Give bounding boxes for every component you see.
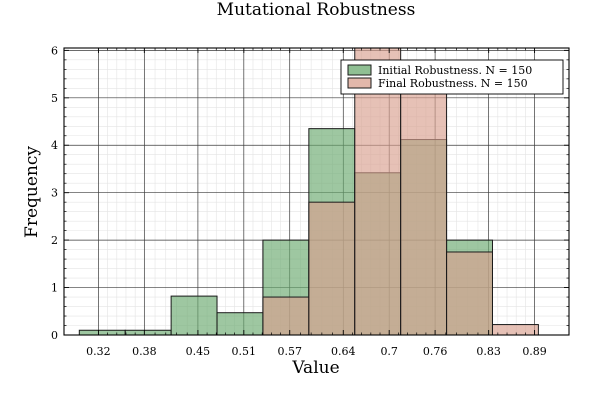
bar-final [262, 296, 310, 336]
y-axis-label: Frequency [22, 146, 42, 238]
legend-box [340, 59, 564, 95]
legend-swatch-initial [347, 64, 372, 76]
bar-initial [78, 329, 126, 336]
x-tick-label: 0.32 [86, 345, 111, 358]
plot-frame [63, 47, 570, 336]
y-tick-label: 2 [51, 234, 58, 247]
chart-title: Mutational Robustness [217, 0, 416, 20]
x-axis-label: Value [291, 358, 339, 378]
legend-label-initial: Initial Robustness. N = 150 [378, 64, 532, 77]
x-tick-label: 0.7 [380, 345, 398, 358]
x-tick-label: 0.64 [331, 345, 356, 358]
y-tick-label: 3 [51, 187, 58, 200]
x-tick-label: 0.89 [522, 345, 547, 358]
bar-initial [124, 329, 172, 336]
x-tick-label: 0.45 [186, 345, 211, 358]
axes: 0.32 0.38 0.45 0.51 0.57 0.64 0.7 0.76 0.83 0.89 0… [51, 44, 570, 358]
legend-label-final: Final Robustness. N = 150 [378, 77, 528, 90]
x-tick-label: 0.83 [476, 345, 501, 358]
bar-final [308, 201, 356, 336]
bar-final [400, 85, 448, 336]
x-tick-label: 0.57 [277, 345, 302, 358]
legend-swatch-final [347, 77, 372, 89]
x-tick-label: 0.51 [232, 345, 257, 358]
bars [78, 47, 539, 336]
y-tick-label: 6 [51, 44, 58, 57]
y-tick-label: 5 [51, 92, 58, 105]
bar-final [354, 47, 402, 336]
x-tick-label: 0.38 [132, 345, 157, 358]
y-tick-label: 1 [51, 282, 58, 295]
bar-initial [216, 312, 264, 336]
x-tick-label: 0.76 [423, 345, 448, 358]
bar-final [446, 251, 493, 336]
y-tick-label: 0 [51, 329, 58, 342]
bar-final [491, 324, 539, 336]
bar-initial [170, 295, 218, 336]
y-tick-label: 4 [51, 139, 58, 152]
